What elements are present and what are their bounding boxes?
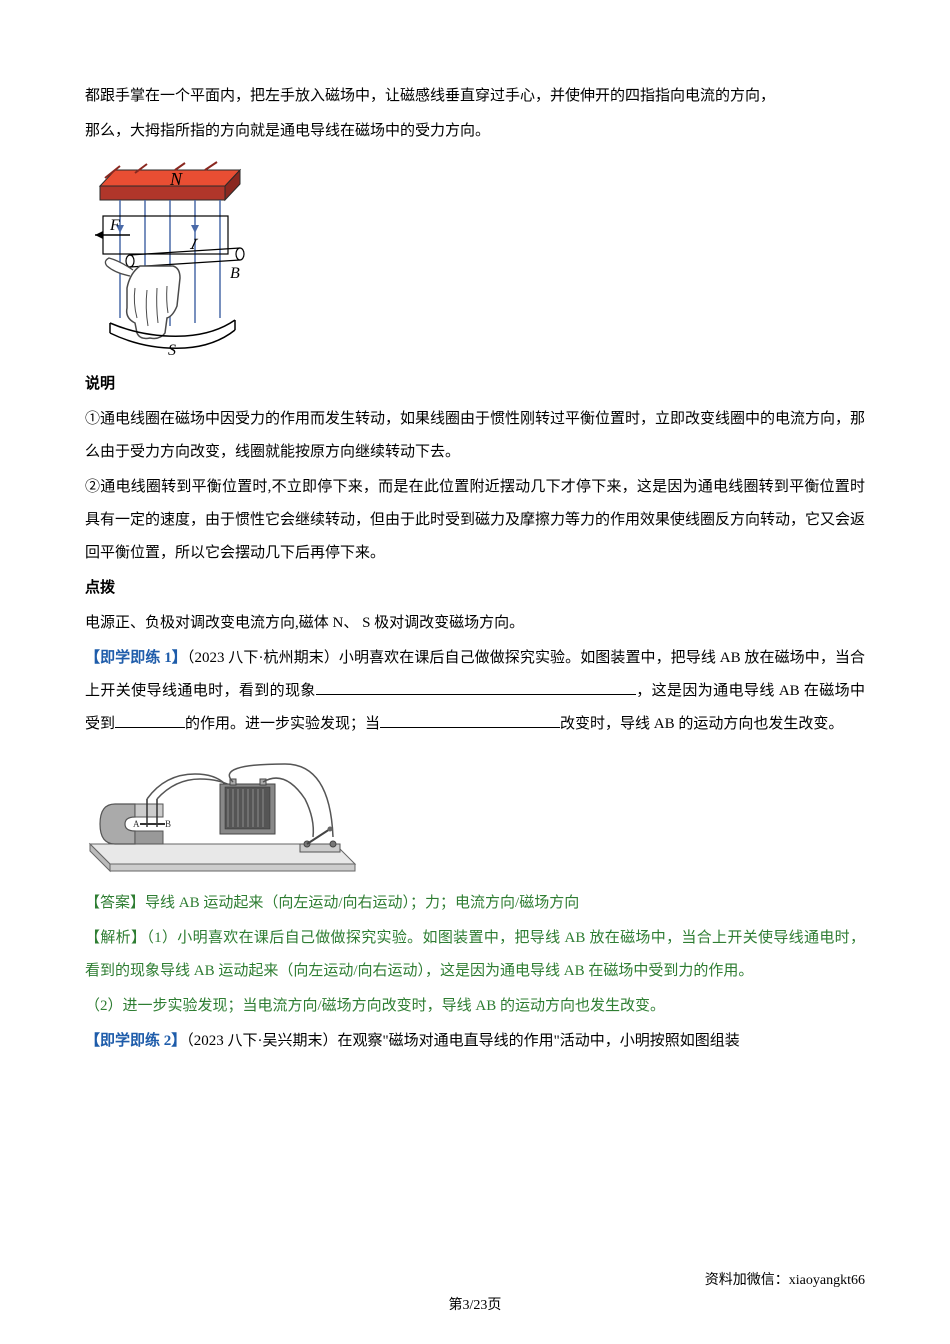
blank-3 xyxy=(380,727,560,728)
label-f: F xyxy=(109,217,120,234)
svg-text:B: B xyxy=(165,819,171,829)
intro-line-1: 都跟手掌在一个平面内，把左手放入磁场中，让磁感线垂直穿过手心，并使伸开的四指指向… xyxy=(85,80,865,113)
answer-text: 导线 AB 运动起来（向左运动/向右运动）；力；电流方向/磁场方向 xyxy=(145,895,579,911)
figure-left-hand-rule: N F 𝐼 B S xyxy=(85,158,255,358)
answer: 【答案】导线 AB 运动起来（向左运动/向右运动）；力；电流方向/磁场方向 xyxy=(85,887,865,920)
label-n: N xyxy=(169,169,183,189)
practice-2-text: （2023 八下·吴兴期末）在观察"磁场对通电直导线的作用"活动中，小明按照如图… xyxy=(186,1033,740,1049)
label-s: S xyxy=(168,342,176,358)
shuoming-p2: ②通电线圈转到平衡位置时,不立即停下来，而是在此位置附近摆动几下才停下来，这是因… xyxy=(85,471,865,570)
practice-1-tail3: 改变时，导线 AB 的运动方向也发生改变。 xyxy=(560,716,843,732)
analysis-bracket: 【解析】 xyxy=(85,930,146,946)
analysis-text-1: （1）小明喜欢在课后自己做做探究实验。如图装置中，把导线 AB 放在磁场中，当合… xyxy=(85,930,865,979)
answer-bracket: 【答案】 xyxy=(85,895,145,911)
practice-1-tail2: 的作用。进一步实验发现；当 xyxy=(185,716,380,732)
practice-2: 【即学即练 2】（2023 八下·吴兴期末）在观察"磁场对通电直导线的作用"活动… xyxy=(85,1025,865,1058)
shuoming-p1: ①通电线圈在磁场中因受力的作用而发生转动，如果线圈由于惯性刚转过平衡位置时，立即… xyxy=(85,403,865,469)
intro-line-2: 那么，大拇指所指的方向就是通电导线在磁场中的受力方向。 xyxy=(85,115,865,148)
practice-2-bracket: 【即学即练 2】 xyxy=(85,1033,186,1049)
analysis-p1: 【解析】（1）小明喜欢在课后自己做做探究实验。如图装置中，把导线 AB 放在磁场… xyxy=(85,922,865,988)
dianba-p: 电源正、负极对调改变电流方向,磁体 N、 S 极对调改变磁场方向。 xyxy=(85,607,865,640)
practice-1-bracket: 【即学即练 1】 xyxy=(85,650,187,666)
analysis-p2: （2）进一步实验发现；当电流方向/磁场方向改变时，导线 AB 的运动方向也发生改… xyxy=(85,990,865,1023)
blank-1 xyxy=(316,694,636,695)
blank-2 xyxy=(115,727,185,728)
practice-1: 【即学即练 1】（2023 八下·杭州期末）小明喜欢在课后自己做做探究实验。如图… xyxy=(85,642,865,741)
dianba-title: 点拨 xyxy=(85,572,865,605)
footer-contact: 资料加微信：xiaoyangkt66 xyxy=(705,1269,865,1289)
svg-text:A: A xyxy=(133,819,140,829)
label-b: B xyxy=(230,265,240,282)
footer-page: 第3/23页 xyxy=(0,1294,950,1314)
figure-circuit: A B xyxy=(85,749,365,879)
shuoming-title: 说明 xyxy=(85,368,865,401)
